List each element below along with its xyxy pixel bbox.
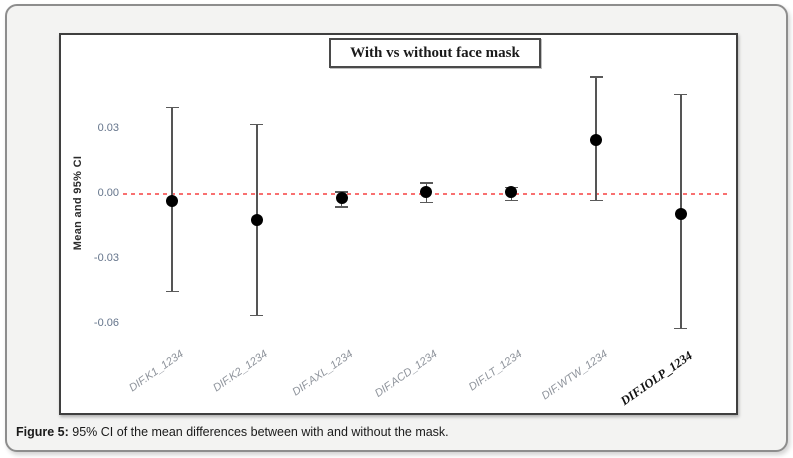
y-tick-label: -0.06 [93,317,119,329]
x-tick-label: DIF.LT_1234 [467,348,525,394]
mean-marker [505,185,518,198]
chart-area: With vs without face mask Mean and 95% C… [59,33,738,415]
mean-marker [250,214,263,226]
error-bar-cap [250,123,264,126]
error-bar-cap [335,206,349,208]
x-tick-label: DIF.IOLP_1234 [617,348,695,409]
x-tick-label: DIF.WTW_1234 [539,348,610,403]
error-bar-cap [419,201,433,204]
x-tick-label: DIF.AXL_1234 [290,348,356,399]
chart-title: With vs without face mask [350,44,520,61]
error-bar-cap [335,191,349,193]
mean-marker [420,185,433,198]
y-tick-label: -0.03 [93,252,119,264]
error-bar-cap [674,327,688,330]
mean-marker [166,194,178,207]
figure-panel: With vs without face mask Mean and 95% C… [5,4,788,452]
x-tick-label: DIF.K1_1234 [126,348,186,395]
error-bar-cap [589,76,603,78]
error-bar-cap [250,314,264,317]
mean-marker [674,207,687,220]
y-axis-label: Mean and 95% CI [72,155,84,251]
y-tick-label: 0.00 [97,187,119,199]
figure-caption: Figure 5: 95% CI of the mean differences… [16,425,449,439]
x-tick-label: DIF.K2_1234 [211,348,271,395]
error-bar-cap [419,182,433,184]
error-bar-cap [674,93,688,96]
error-bar-cap [165,290,179,293]
error-bar-cap [504,199,518,202]
y-tick-label: 0.03 [97,122,119,134]
figure-caption-label: Figure 5: [16,425,69,439]
figure-caption-text: 95% CI of the mean differences between w… [72,425,449,439]
mean-marker [335,192,348,205]
error-bar-cap [165,106,179,109]
error-bar-cap [589,199,603,202]
chart-title-box: With vs without face mask [329,38,541,68]
x-tick-label: DIF.ACD_1234 [373,348,440,400]
mean-marker [590,133,603,146]
